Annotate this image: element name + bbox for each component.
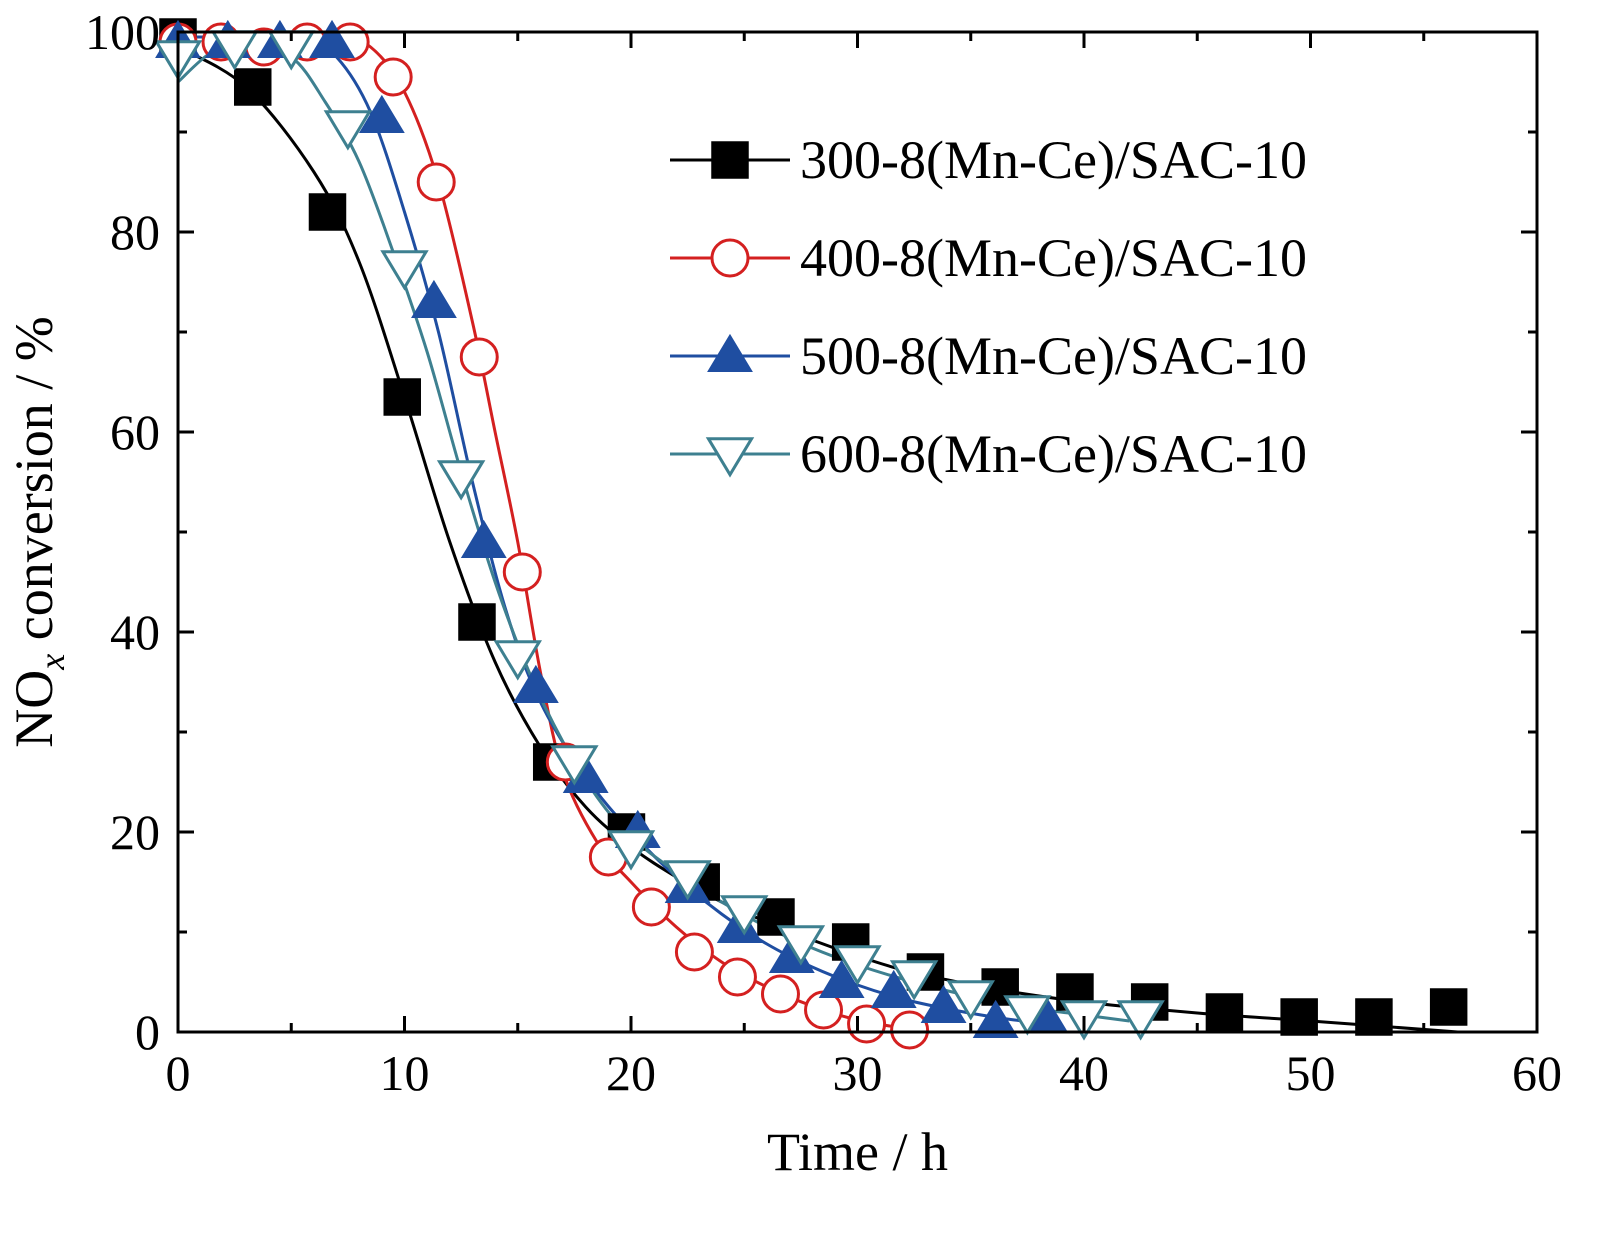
data-point — [459, 337, 499, 377]
data-point — [818, 959, 865, 999]
y-tick-label: 100 — [85, 4, 160, 60]
data-point — [1355, 998, 1393, 1036]
data-point — [946, 980, 995, 1021]
data-point — [308, 193, 347, 231]
series-markers — [153, 18, 1468, 1050]
data-point — [233, 68, 272, 106]
data-point — [416, 162, 456, 202]
x-tick-label: 50 — [1286, 1045, 1336, 1101]
data-point — [705, 437, 755, 478]
data-point — [847, 1004, 887, 1044]
data-point — [411, 279, 457, 319]
data-point — [550, 745, 599, 786]
data-point — [631, 887, 671, 927]
legend-item: 300-8(Mn-Ce)/SAC-10 — [670, 130, 1307, 190]
y-tick-label: 80 — [110, 204, 160, 260]
y-axis-title-subscript: x — [32, 654, 72, 671]
data-point — [920, 984, 967, 1024]
data-point — [373, 57, 413, 97]
x-tick-label: 40 — [1059, 1045, 1109, 1101]
y-tick-label: 40 — [110, 604, 160, 660]
x-tick-label: 30 — [833, 1045, 883, 1101]
data-point — [833, 945, 882, 986]
data-point — [309, 19, 355, 59]
data-point — [358, 94, 405, 134]
legend-item: 400-8(Mn-Ce)/SAC-10 — [670, 228, 1307, 288]
data-point — [663, 860, 712, 901]
tick-labels: 0 10 20 30 40 50 60 0 20 40 60 80 100 — [85, 4, 1562, 1101]
legend-label: 600-8(Mn-Ce)/SAC-10 — [800, 424, 1307, 484]
data-point — [711, 141, 749, 179]
y-axis-title-prefix: NO — [4, 670, 64, 748]
y-tick-label: 20 — [110, 804, 160, 860]
series-line — [178, 42, 1130, 1023]
data-point — [890, 1010, 930, 1050]
data-point — [460, 519, 507, 559]
data-point — [717, 957, 757, 997]
data-point — [512, 664, 559, 704]
y-axis-title-suffix: conversion / % — [4, 316, 64, 653]
x-tick-label: 20 — [606, 1045, 656, 1101]
x-axis-title: Time / h — [767, 1122, 948, 1182]
data-point — [458, 603, 496, 641]
axis-ticks — [176, 30, 1539, 1034]
data-point — [972, 999, 1019, 1039]
data-point — [674, 932, 714, 972]
data-point — [1003, 995, 1052, 1036]
data-point — [760, 974, 800, 1014]
data-point — [889, 960, 939, 1001]
data-point — [323, 110, 373, 151]
data-point — [383, 378, 421, 416]
y-axis-title: NOx conversion / % — [4, 316, 72, 747]
legend-label: 400-8(Mn-Ce)/SAC-10 — [800, 228, 1307, 288]
y-tick-label: 0 — [135, 1004, 160, 1060]
legend-label: 500-8(Mn-Ce)/SAC-10 — [800, 326, 1307, 386]
legend-label: 300-8(Mn-Ce)/SAC-10 — [800, 130, 1307, 190]
series-line — [178, 34, 1046, 1026]
data-point — [707, 333, 753, 373]
data-point — [493, 640, 542, 681]
data-point — [720, 895, 769, 936]
legend-item: 500-8(Mn-Ce)/SAC-10 — [670, 326, 1307, 386]
x-tick-label: 60 — [1512, 1045, 1562, 1101]
data-point — [757, 898, 795, 936]
data-point — [1116, 1000, 1165, 1041]
legend: 300-8(Mn-Ce)/SAC-10 400-8(Mn-Ce)/SAC-10 … — [670, 130, 1307, 484]
data-point — [870, 969, 917, 1009]
data-point — [710, 238, 750, 278]
series-line — [178, 45, 1458, 1032]
data-point — [606, 830, 656, 871]
data-point — [380, 250, 429, 291]
data-point — [502, 552, 542, 592]
data-point — [436, 460, 486, 501]
x-tick-label: 0 — [166, 1045, 191, 1101]
data-point — [1205, 993, 1244, 1031]
legend-item: 600-8(Mn-Ce)/SAC-10 — [670, 424, 1307, 484]
data-point — [776, 925, 826, 966]
y-tick-label: 60 — [110, 404, 160, 460]
x-tick-label: 10 — [380, 1045, 430, 1101]
data-point — [1429, 988, 1468, 1026]
